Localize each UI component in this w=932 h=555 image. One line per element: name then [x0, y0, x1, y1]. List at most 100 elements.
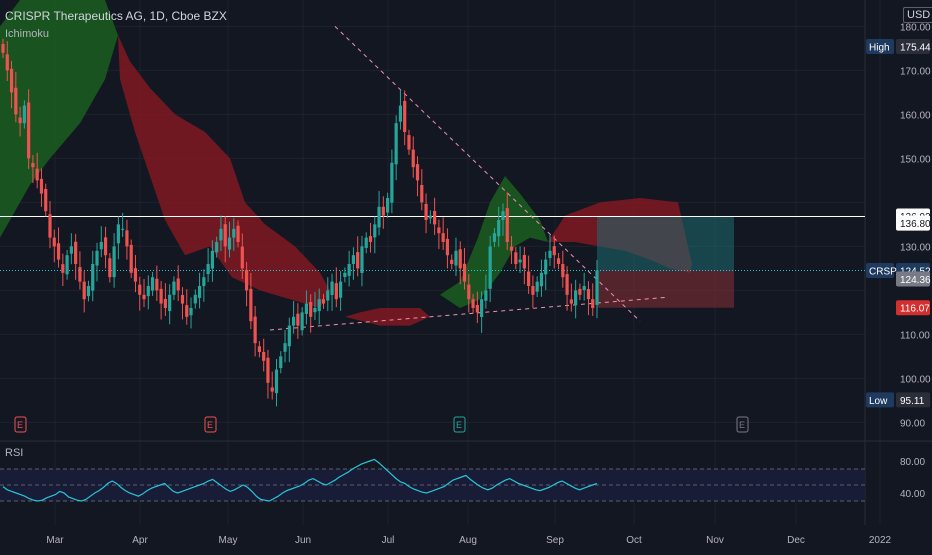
candle-body	[176, 278, 180, 291]
x-axis-label: 2022	[869, 535, 892, 546]
candle-body	[31, 163, 35, 168]
low-value-bg	[896, 392, 930, 408]
high-label: High	[869, 42, 890, 53]
candle-body	[518, 259, 522, 263]
candle-body	[253, 316, 257, 344]
price-scale-label: 150.00	[900, 154, 931, 165]
trendline-down[interactable]	[334, 26, 641, 322]
stop-zone[interactable]	[597, 270, 734, 308]
candle-body	[586, 289, 591, 300]
rsi-band	[0, 469, 865, 501]
candle-body	[569, 299, 573, 304]
candle-body	[381, 206, 385, 216]
candle-body	[351, 255, 356, 264]
high-value-bg	[896, 38, 930, 54]
candle-body	[61, 264, 65, 273]
earnings-marker[interactable]	[453, 416, 466, 433]
candle-body	[108, 258, 112, 278]
candle-body	[326, 290, 330, 301]
trendline-up[interactable]	[269, 296, 666, 331]
candle-body	[249, 288, 253, 322]
high-label-bg	[866, 38, 894, 54]
badge-136-80-bg	[896, 215, 930, 231]
candle-body	[52, 237, 56, 247]
candle-body	[539, 272, 544, 287]
candle-body	[501, 211, 505, 220]
candle-body	[69, 246, 73, 254]
candle-body	[338, 281, 343, 298]
candle-body	[527, 271, 531, 286]
candle-body	[364, 237, 368, 248]
earnings-marker[interactable]	[14, 416, 27, 433]
candle-body	[116, 224, 120, 244]
chart-title: CRISPR Therapeutics AG, 1D, Cboe BZX	[5, 9, 227, 23]
candle-body	[146, 286, 150, 297]
candle-body	[407, 135, 411, 150]
candle-body	[193, 294, 197, 304]
candle-body	[535, 281, 539, 292]
candle-body	[347, 264, 351, 276]
candle-body	[172, 281, 176, 295]
candle-body	[462, 263, 467, 282]
ichimoku-cloud-1	[118, 35, 330, 308]
candle-body	[5, 54, 9, 71]
candle-body	[202, 277, 206, 286]
candle-body	[223, 224, 227, 247]
earnings-marker-label: E	[207, 420, 213, 430]
stop-badge-bg	[896, 300, 930, 316]
candle-body	[394, 123, 398, 165]
candle-body	[565, 274, 569, 295]
earnings-marker[interactable]	[204, 416, 217, 433]
rsi-scale-label: 40.00	[900, 489, 925, 500]
candle-body	[488, 246, 492, 289]
candle-body	[1, 44, 5, 53]
candle-body	[232, 228, 236, 238]
candle-body	[591, 299, 595, 308]
candle-body	[155, 278, 159, 291]
candle-body	[138, 284, 142, 295]
candle-body	[99, 242, 103, 250]
candle-body	[274, 369, 279, 394]
candle-body	[14, 87, 18, 115]
x-axis-label: May	[219, 535, 238, 546]
low-value: 95.11	[900, 396, 925, 407]
candle-body	[304, 303, 309, 314]
candle-body	[197, 286, 202, 298]
candle-body	[356, 252, 360, 269]
indicator-label[interactable]: Ichimoku	[5, 28, 50, 40]
candle-body	[210, 250, 214, 269]
candle-body	[35, 168, 39, 181]
candle-body	[360, 246, 364, 274]
candle-body	[343, 272, 347, 277]
candle-body	[236, 225, 240, 242]
candle-body	[91, 264, 95, 291]
candle-body	[159, 288, 163, 304]
candle-body	[270, 387, 274, 392]
candle-body	[471, 299, 475, 308]
candle-body	[180, 295, 185, 304]
target-zone[interactable]	[597, 216, 734, 271]
candle-body	[39, 178, 44, 194]
currency-label[interactable]: USD	[903, 7, 932, 23]
candle-body	[317, 299, 321, 312]
low-label: Low	[869, 396, 888, 407]
candle-body	[450, 259, 454, 264]
candle-body	[514, 252, 518, 264]
earnings-marker[interactable]	[736, 416, 749, 433]
candle-body	[552, 246, 556, 256]
candle-body	[112, 246, 116, 278]
candle-body	[415, 164, 420, 181]
candle-body	[22, 105, 26, 124]
x-axis-label: Jul	[382, 535, 395, 546]
rsi-label[interactable]: RSI	[5, 447, 24, 459]
candle-body	[454, 250, 458, 266]
candle-body	[582, 286, 586, 291]
x-axis-label: Jun	[295, 535, 311, 546]
candle-body	[227, 237, 232, 250]
earnings-marker-label: E	[739, 420, 745, 430]
candle-body	[129, 244, 133, 273]
x-axis-label: Mar	[46, 535, 64, 546]
price-scale-label: 160.00	[900, 110, 931, 121]
